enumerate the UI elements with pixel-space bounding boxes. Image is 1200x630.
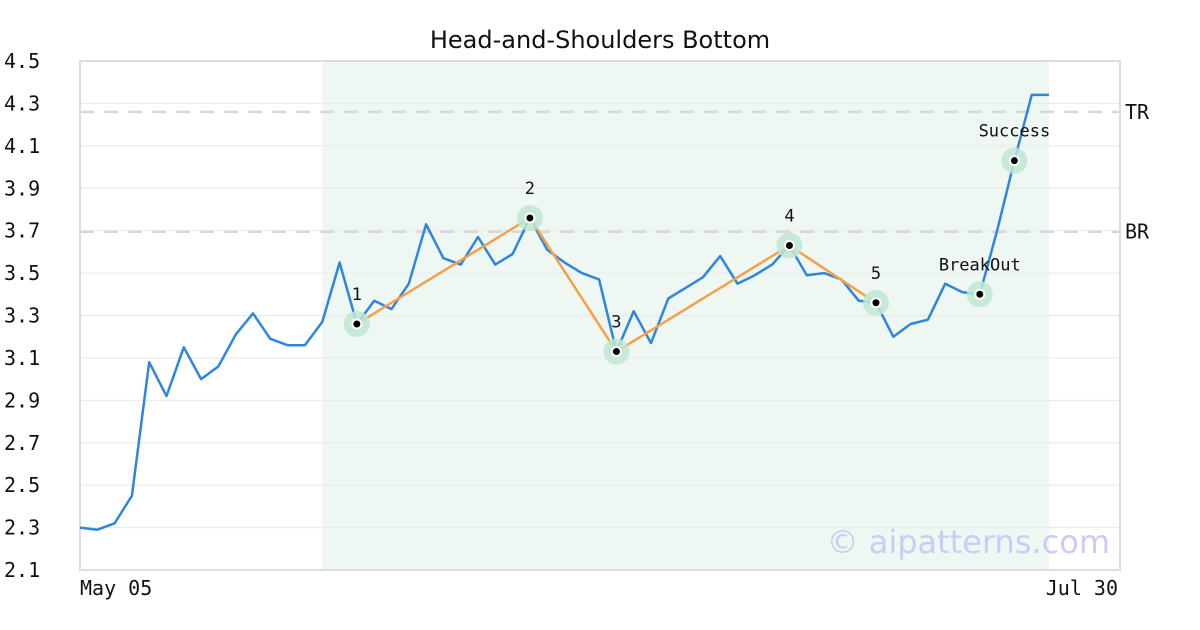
x-axis-ticks: May 05 Jul 30 [80,576,1118,600]
point-dot-5 [872,299,880,307]
y-tick-label: 4.5 [4,49,40,73]
point-label-3: 3 [611,313,621,333]
chart-title: Head-and-Shoulders Bottom [430,26,770,54]
y-tick-label: 2.7 [4,431,40,455]
pattern-points: 1 2 3 4 5 BreakOut Success [343,122,1051,365]
y-tick-label: 4.1 [4,134,40,158]
price-series [79,93,1049,531]
y-tick-label: 3.7 [4,219,40,243]
y-tick-label: 3.1 [4,346,40,370]
y-tick-label: 2.9 [4,388,40,412]
point-dot-3 [612,348,620,356]
watermark: © aipatterns.com [827,523,1110,561]
point-label-breakout: BreakOut [939,255,1021,275]
point-dot-4 [785,242,793,250]
reference-label-br: BR [1125,220,1150,244]
x-tick-label: May 05 [80,576,152,600]
point-dot-2 [526,214,534,222]
x-tick-label: Jul 30 [1046,576,1118,600]
point-label-5: 5 [871,264,881,284]
point-dot-success [1010,157,1018,165]
point-label-2: 2 [525,179,535,199]
point-dot-1 [353,320,361,328]
y-tick-label: 3.3 [4,304,40,328]
point-label-4: 4 [784,207,794,227]
point-label-1: 1 [352,285,362,305]
price-line [79,93,1049,531]
y-tick-label: 3.5 [4,261,40,285]
reference-lines: TR BR [80,100,1150,244]
point-label-success: Success [979,122,1051,142]
y-tick-label: 2.1 [4,558,40,582]
y-tick-label: 3.9 [4,176,40,200]
y-tick-label: 2.5 [4,473,40,497]
point-dot-breakout [976,290,984,298]
y-axis-ticks: 2.1 2.3 2.5 2.7 2.9 3.1 3.3 3.5 3.7 3.9 4.1 4.3 4.5 [4,49,40,582]
y-tick-label: 4.3 [4,91,40,115]
plot-frame [79,60,1121,571]
y-tick-label: 2.3 [4,516,40,540]
reference-label-tr: TR [1125,100,1150,124]
